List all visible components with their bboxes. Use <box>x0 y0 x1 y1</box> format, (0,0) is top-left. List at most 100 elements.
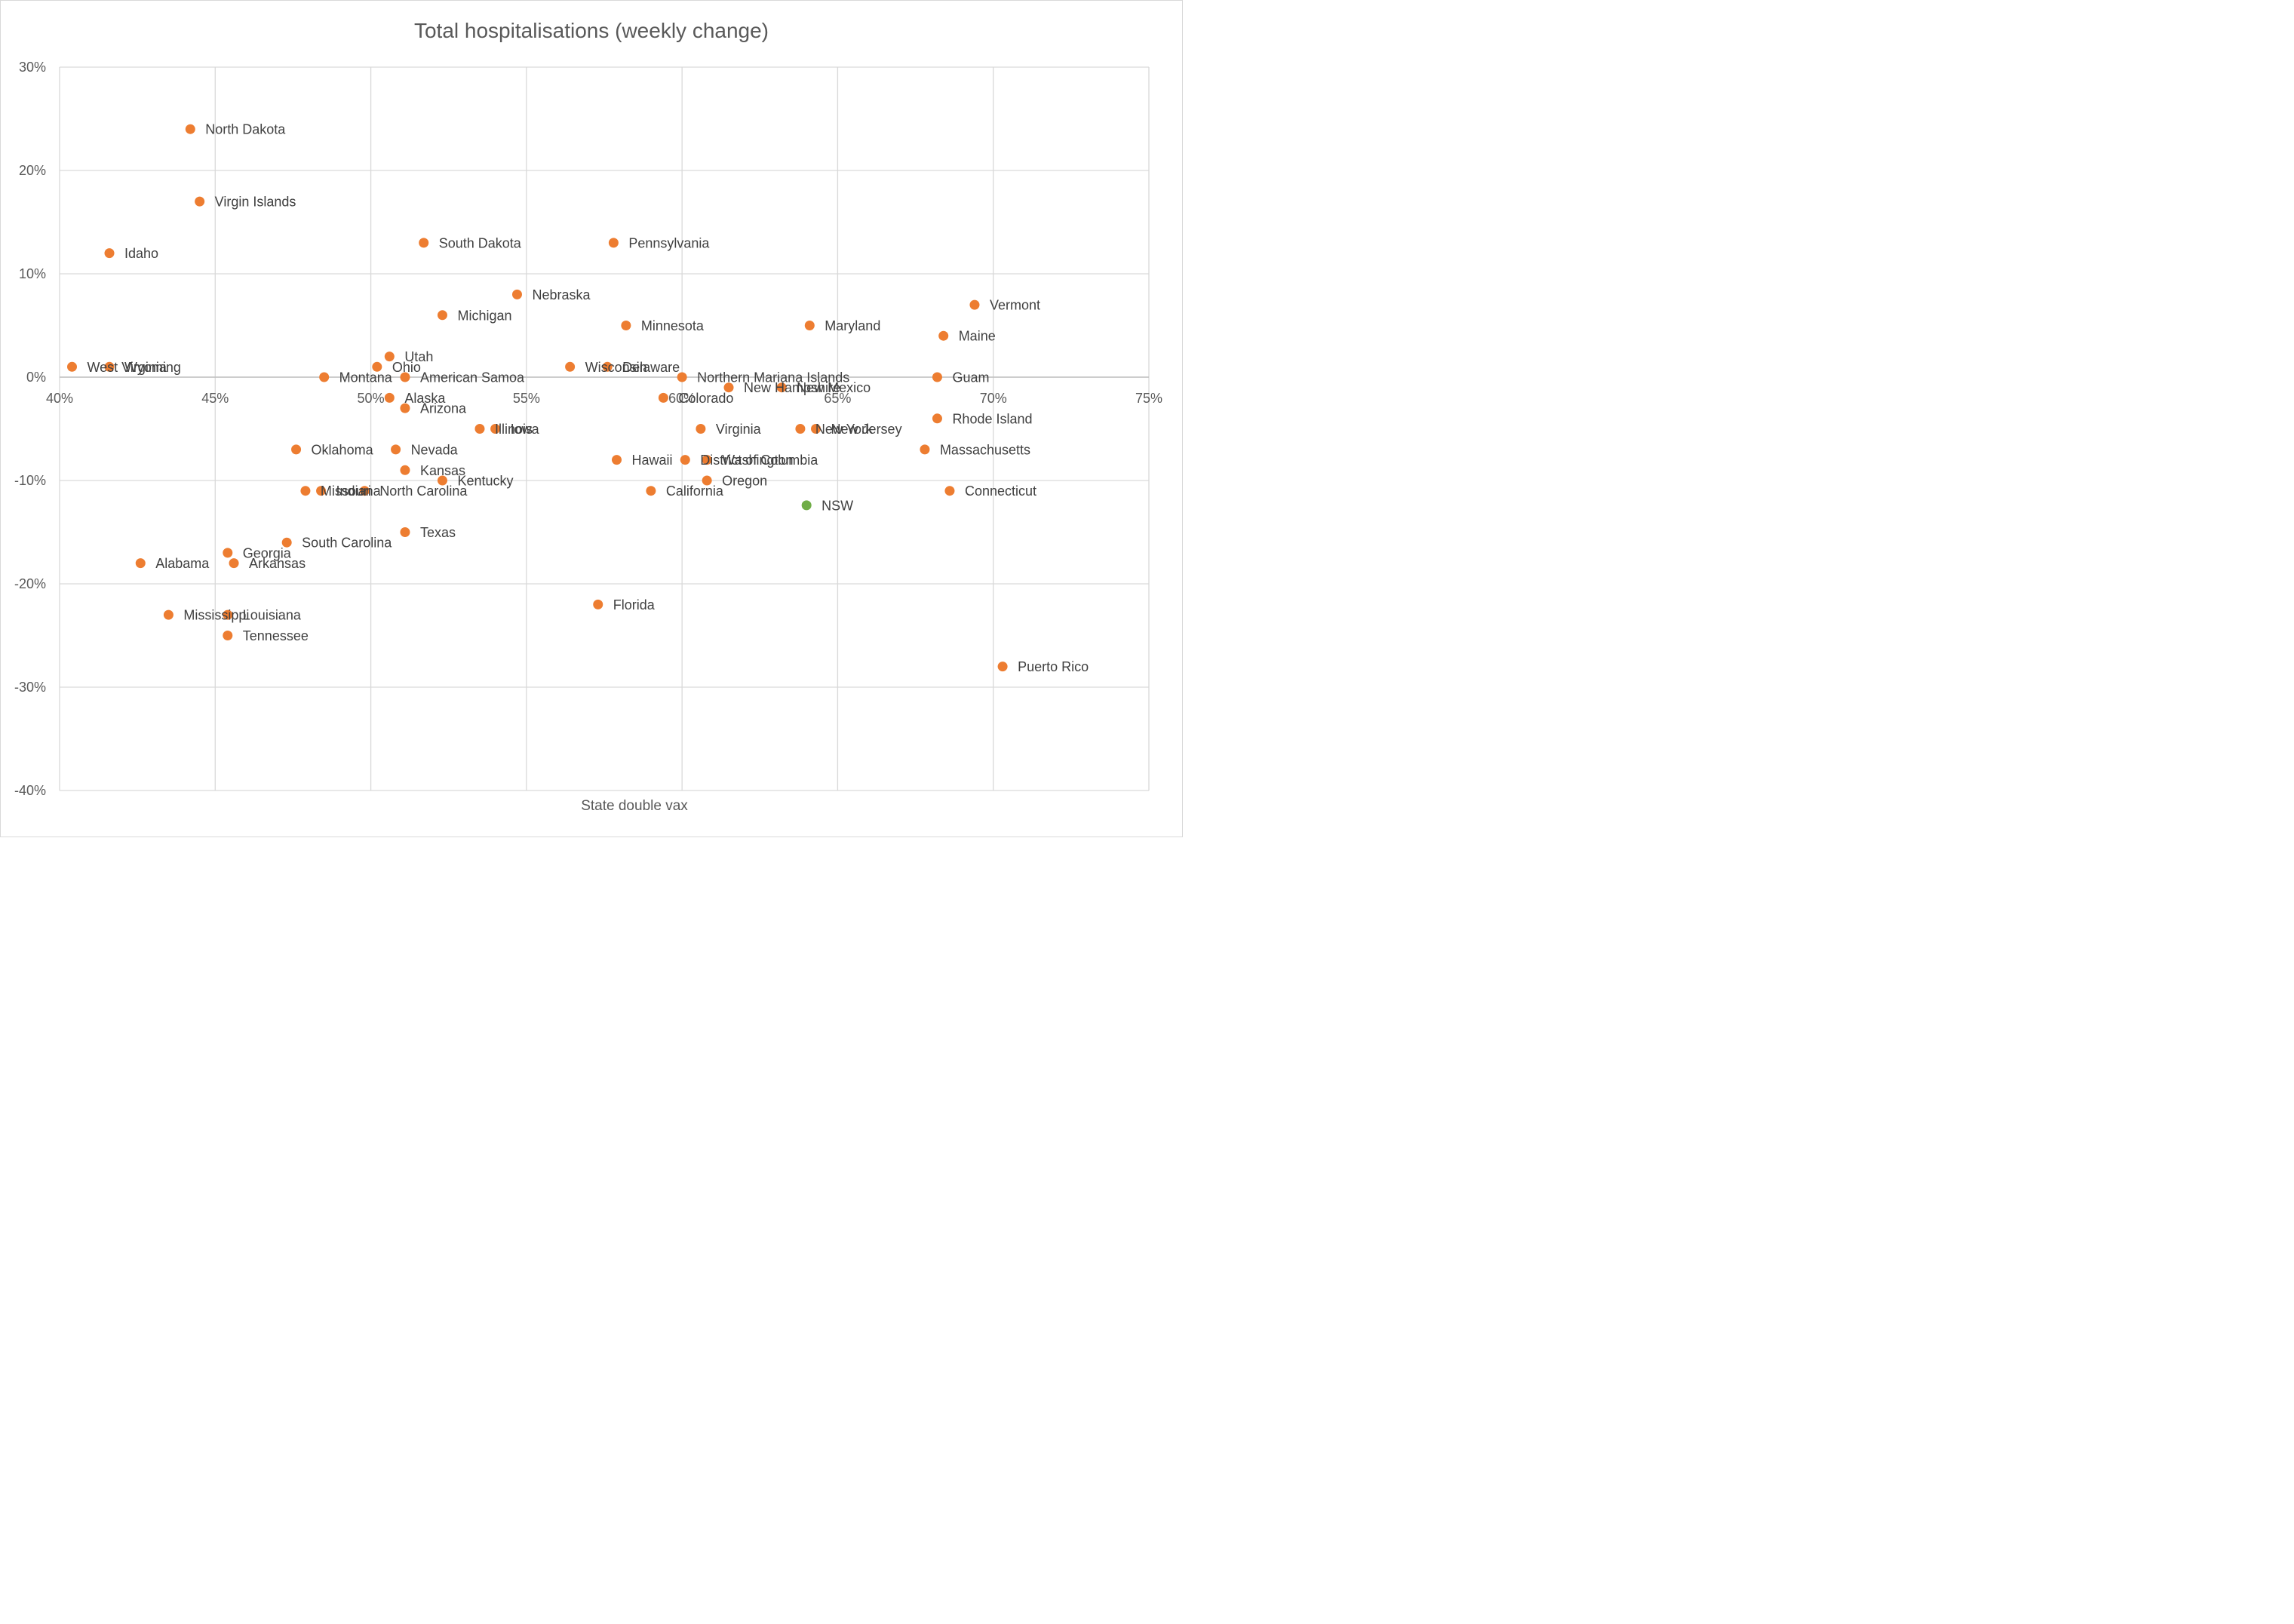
data-label: Maryland <box>825 318 880 333</box>
data-label: Texas <box>420 525 456 540</box>
data-point <box>67 361 78 372</box>
data-point <box>969 299 980 310</box>
y-tick-label: 10% <box>19 266 46 281</box>
data-point <box>316 486 327 496</box>
data-point <box>938 330 949 341</box>
data-point <box>702 475 712 486</box>
data-label: Nevada <box>411 442 459 457</box>
data-label: Mississippi <box>183 608 249 623</box>
gridlines <box>59 66 1150 791</box>
x-tick-label: 50% <box>358 391 385 406</box>
data-point <box>104 248 115 259</box>
x-tick-label: 55% <box>513 391 540 406</box>
data-point <box>400 403 410 413</box>
y-tick-label: 0% <box>26 370 46 385</box>
data-label: North Dakota <box>205 122 286 137</box>
data-label: Indiana <box>336 484 382 499</box>
data-point <box>291 444 302 455</box>
data-label: American Samoa <box>420 370 525 385</box>
data-point <box>359 486 370 496</box>
data-label: New York <box>815 422 874 437</box>
x-tick-label: 60% <box>668 391 696 406</box>
data-label: Louisiana <box>243 608 302 623</box>
data-point <box>223 548 233 558</box>
data-point <box>776 382 787 393</box>
data-label: Nebraska <box>532 287 591 302</box>
data-point <box>680 455 690 465</box>
data-point <box>490 424 501 434</box>
data-point <box>372 361 382 372</box>
data-label: District of Columbia <box>700 453 818 468</box>
data-point <box>932 413 942 424</box>
data-label: Massachusetts <box>940 442 1030 457</box>
data-label: Wisconsin <box>585 360 647 375</box>
data-point <box>419 238 429 248</box>
data-point <box>474 424 485 434</box>
y-tick-label: 20% <box>19 163 46 178</box>
data-point <box>281 537 292 548</box>
y-tick-label: -40% <box>14 783 46 798</box>
data-point <box>932 372 942 382</box>
data-point <box>612 455 622 465</box>
y-tick-label: -10% <box>14 473 46 488</box>
data-label: Oklahoma <box>312 442 374 457</box>
data-point <box>602 361 613 372</box>
data-label: Northern Mariana Islands <box>697 370 849 385</box>
data-label: Wyoming <box>124 360 181 375</box>
data-label: Idaho <box>124 246 158 261</box>
data-point <box>384 392 395 403</box>
data-label: Michigan <box>457 308 511 323</box>
x-tick-label: 65% <box>824 391 851 406</box>
data-point <box>723 382 734 393</box>
data-point <box>223 631 233 640</box>
data-point <box>223 609 233 620</box>
data-label: Utah <box>404 349 433 364</box>
data-point <box>229 558 239 569</box>
data-label: Virgin Islands <box>215 195 296 210</box>
data-label: Ohio <box>392 360 421 375</box>
x-tick-label: 70% <box>980 391 1007 406</box>
data-point <box>997 662 1008 672</box>
data-point <box>795 424 806 434</box>
data-label: Hawaii <box>632 453 673 468</box>
data-point <box>804 321 815 330</box>
data-label: Connecticut <box>965 484 1036 499</box>
data-label: New Hampshire <box>744 380 840 395</box>
data-point <box>702 455 712 465</box>
data-point <box>621 321 631 330</box>
data-label: North Carolina <box>379 484 468 499</box>
data-label: California <box>666 484 724 499</box>
data-point <box>811 424 821 434</box>
data-labels: North Dakota Virgin Islands Idaho South Dak… <box>88 122 1089 674</box>
tick-labels: 30% 20% 10% 0% -10% -20% -30% -40% 40% 45% 50% 55% 6… <box>14 60 1162 798</box>
data-point <box>944 486 955 496</box>
data-points <box>67 124 1008 672</box>
data-label: Tennessee <box>243 628 309 643</box>
data-point <box>391 444 401 455</box>
data-point <box>593 599 603 609</box>
data-label: Oregon <box>722 474 767 489</box>
y-tick-label: -30% <box>14 680 46 695</box>
data-label: Montana <box>339 370 393 385</box>
data-point <box>658 392 668 403</box>
data-label: Arizona <box>420 401 467 416</box>
y-tick-label: -20% <box>14 576 46 591</box>
data-label: Washington <box>722 453 793 468</box>
data-label: Kansas <box>420 463 465 478</box>
data-label: Missouri <box>321 484 371 499</box>
chart-area: Total hospitalisations (weekly change) 3… <box>0 0 1183 837</box>
data-point <box>400 527 410 537</box>
data-label: West Virginia <box>88 360 167 375</box>
data-label: Rhode Island <box>952 411 1032 426</box>
data-point <box>319 372 330 382</box>
x-tick-label: 75% <box>1135 391 1162 406</box>
data-label: Illinois <box>495 422 533 437</box>
data-point <box>920 444 930 455</box>
data-label: Puerto Rico <box>1018 659 1089 674</box>
data-label: Maine <box>959 329 996 344</box>
data-label: New Mexico <box>797 380 871 395</box>
data-point <box>608 238 619 248</box>
data-point <box>646 486 656 496</box>
data-label: Georgia <box>243 545 292 560</box>
data-point <box>677 372 687 382</box>
